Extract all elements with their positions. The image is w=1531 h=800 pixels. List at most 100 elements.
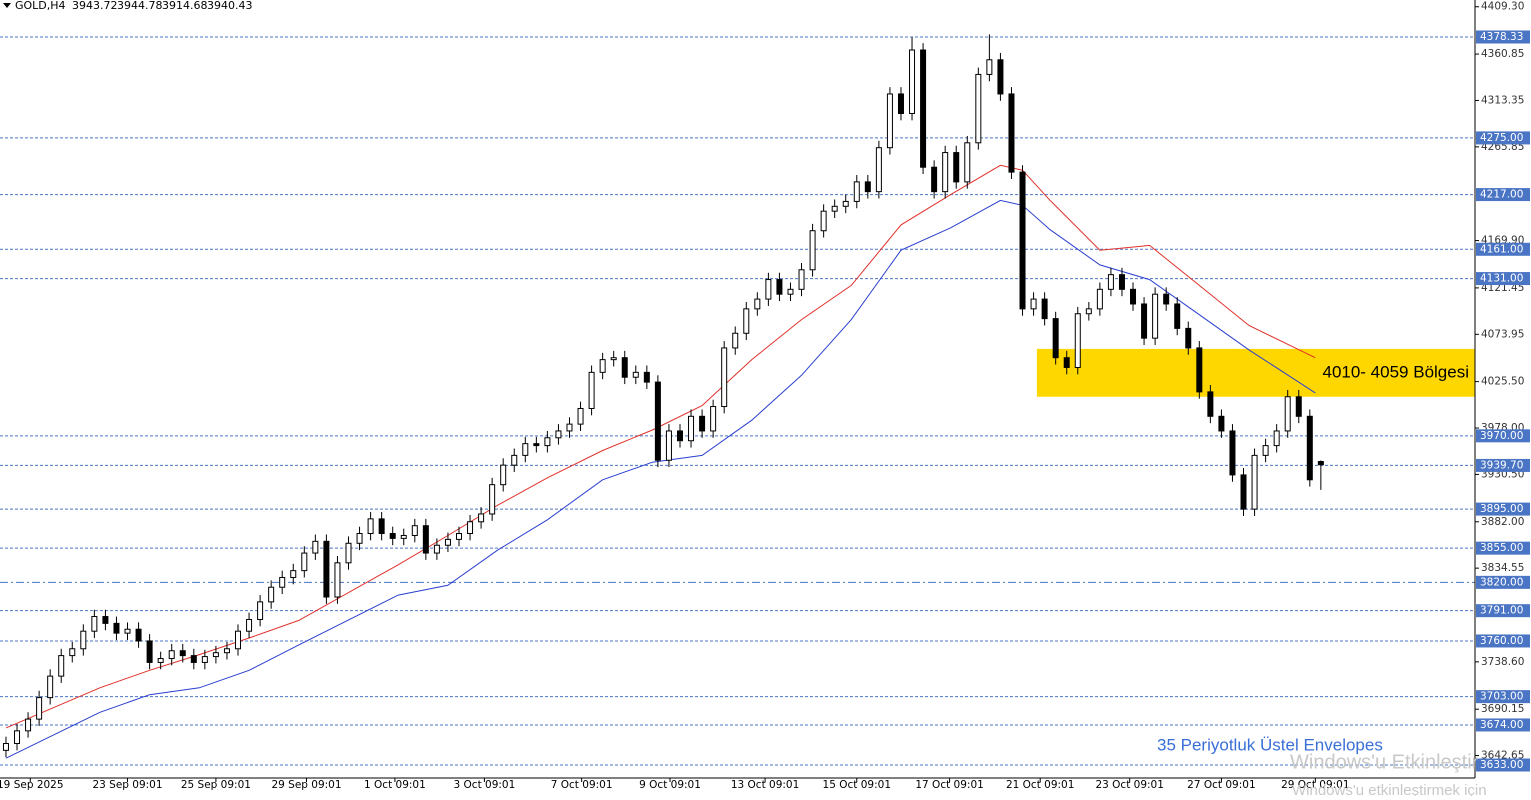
candle-body bbox=[500, 464, 507, 486]
zone bbox=[1036, 348, 1475, 397]
candle-body bbox=[47, 675, 54, 699]
y-tick-label: 3690.15 bbox=[1481, 703, 1524, 715]
candle-body bbox=[533, 443, 540, 447]
candle-body bbox=[334, 562, 341, 598]
candle-body bbox=[400, 534, 407, 539]
candle-body bbox=[489, 484, 496, 515]
candle-body bbox=[1306, 415, 1313, 481]
candle-body bbox=[1284, 396, 1291, 432]
candle-body bbox=[201, 656, 208, 663]
candle-body bbox=[566, 423, 573, 432]
y-tick-label: 3738.60 bbox=[1481, 656, 1524, 668]
candle-body bbox=[455, 533, 462, 540]
candle-body bbox=[1085, 308, 1092, 315]
level-label-box bbox=[1476, 758, 1530, 772]
level-label: 4275.00 bbox=[1480, 132, 1523, 144]
candle-body bbox=[942, 152, 949, 193]
candle-body bbox=[246, 618, 253, 632]
x-tick-label: 25 Sep 09:01 bbox=[181, 779, 251, 791]
candle-body bbox=[1141, 303, 1148, 339]
candle-body bbox=[776, 279, 783, 295]
candle-body bbox=[1251, 454, 1258, 510]
candle-body bbox=[1229, 430, 1236, 476]
candle-body bbox=[25, 718, 32, 732]
candle-body bbox=[1052, 318, 1059, 359]
candle-body bbox=[699, 415, 706, 432]
menu-arrow[interactable] bbox=[3, 3, 11, 8]
candle-body bbox=[754, 298, 761, 310]
level-label-box bbox=[1476, 429, 1530, 443]
level-label-box bbox=[1476, 242, 1530, 256]
level-label: 3855.00 bbox=[1480, 542, 1523, 554]
level-label-box bbox=[1476, 634, 1530, 648]
candle-body bbox=[1130, 288, 1137, 305]
candle-body bbox=[964, 142, 971, 183]
candle-body bbox=[975, 73, 982, 144]
level-label: 4217.00 bbox=[1480, 189, 1523, 201]
candle-body bbox=[345, 542, 352, 564]
candle-body bbox=[212, 652, 219, 658]
candle-body bbox=[2, 743, 9, 751]
level-label: 3939.70 bbox=[1480, 459, 1523, 471]
candle-body bbox=[875, 147, 882, 193]
x-tick-label: 27 Oct 09:01 bbox=[1187, 779, 1255, 791]
candle-body bbox=[1163, 293, 1170, 305]
candle-body bbox=[610, 357, 617, 361]
candle-body bbox=[58, 655, 65, 677]
candle-body bbox=[1041, 298, 1048, 320]
x-tick-label: 29 Oct 09:01 bbox=[1281, 779, 1349, 791]
x-tick-label: 1 Oct 09:01 bbox=[364, 779, 426, 791]
y-tick-label: 3834.55 bbox=[1481, 562, 1524, 574]
candle-body bbox=[1174, 303, 1181, 329]
level-label-box bbox=[1476, 690, 1530, 704]
level-label-box bbox=[1476, 541, 1530, 555]
candle-body bbox=[146, 640, 153, 663]
symbol: GOLD,H4 bbox=[15, 0, 66, 12]
zone-label: 4010- 4059 Bölgesi bbox=[1322, 362, 1469, 381]
watermark: Windows'u etkinleştirmek için bbox=[1292, 782, 1487, 796]
level-label-box bbox=[1476, 458, 1530, 472]
y-tick-label: 4360.85 bbox=[1481, 48, 1524, 60]
candle-body bbox=[69, 648, 76, 657]
candle-body bbox=[157, 658, 164, 663]
level-label-box bbox=[1476, 575, 1530, 589]
ohlc-close: 3940.43 bbox=[207, 0, 253, 12]
x-tick-label: 23 Sep 09:01 bbox=[92, 779, 162, 791]
candle-body bbox=[599, 359, 606, 373]
x-tick-label: 17 Oct 09:01 bbox=[915, 779, 983, 791]
candle-body bbox=[268, 586, 275, 603]
candle-body bbox=[80, 630, 87, 650]
ohlc-low: 3914.68 bbox=[162, 0, 208, 12]
candle-body bbox=[997, 59, 1004, 95]
candle-body bbox=[223, 648, 230, 654]
candle-body bbox=[411, 525, 418, 536]
candle-body bbox=[820, 210, 827, 232]
candle-body bbox=[931, 166, 938, 193]
candle-body bbox=[1074, 313, 1081, 368]
candle-body bbox=[588, 371, 595, 409]
candle-body bbox=[798, 269, 805, 290]
candle-body bbox=[433, 544, 440, 554]
level-label: 3703.00 bbox=[1480, 691, 1523, 703]
candle-body bbox=[688, 415, 695, 442]
candle-body bbox=[511, 454, 518, 466]
candle-body bbox=[953, 152, 960, 183]
x-tick-label: 3 Oct 09:01 bbox=[454, 779, 516, 791]
level-label-box bbox=[1476, 502, 1530, 516]
candle-body bbox=[676, 430, 683, 442]
candle-body bbox=[301, 552, 308, 572]
candle-body bbox=[1262, 445, 1269, 456]
candle-body bbox=[1240, 474, 1247, 510]
candle-body bbox=[257, 601, 264, 620]
y-tick-label: 3882.00 bbox=[1481, 516, 1524, 528]
candle-body bbox=[190, 655, 197, 663]
x-tick-label: 13 Oct 09:01 bbox=[731, 779, 799, 791]
candle-body bbox=[632, 371, 639, 378]
candle-body bbox=[467, 521, 474, 535]
candle-body bbox=[831, 205, 838, 212]
candle-body bbox=[1185, 327, 1192, 349]
candle-body bbox=[124, 628, 131, 634]
y-tick-label: 4409.30 bbox=[1481, 1, 1524, 13]
